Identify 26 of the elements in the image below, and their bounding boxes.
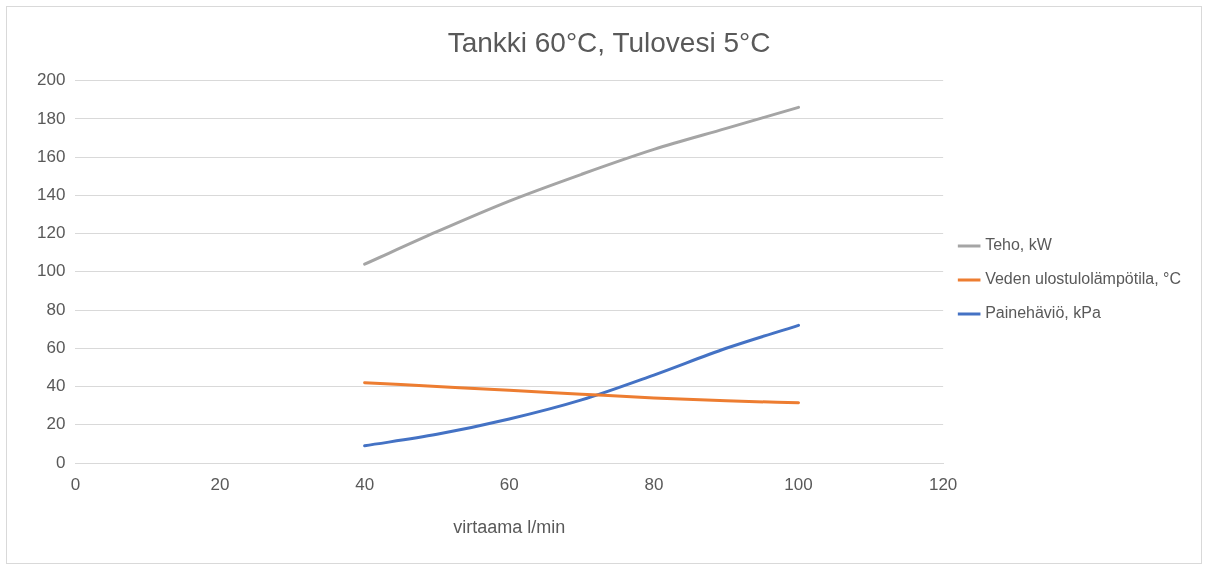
legend-label: Veden ulostulolämpötila, °C: [985, 270, 1182, 288]
y-tick-label: 20: [46, 414, 66, 434]
y-tick-label: 40: [46, 376, 66, 396]
y-tick-label: 100: [36, 261, 66, 281]
y-tick-label: 180: [36, 108, 66, 128]
y-tick-label: 60: [46, 337, 66, 357]
y-tick-label: 200: [36, 70, 66, 90]
line-series: [363, 323, 801, 448]
chart-title: Tankki 60°C, Tulovesi 5°C: [447, 26, 771, 58]
x-tick-label: 100: [784, 474, 813, 494]
line-series: [363, 105, 801, 266]
y-tick-label: 120: [36, 223, 66, 243]
x-axis-title: virtaama l/min: [453, 517, 566, 538]
y-tick-label: 140: [36, 185, 66, 205]
x-tick-label: 120: [928, 474, 958, 494]
y-tick-label: 0: [55, 452, 66, 472]
x-tick-label: 40: [355, 474, 375, 494]
legend-label: Teho, kW: [985, 236, 1053, 254]
y-tick-label: 80: [46, 299, 66, 319]
x-tick-label: 80: [644, 474, 664, 494]
legend-label: Painehäviö, kPa: [985, 304, 1101, 322]
x-tick-label: 60: [499, 474, 519, 494]
y-tick-label: 160: [36, 146, 66, 166]
x-tick-label: 20: [210, 474, 230, 494]
line-series: [363, 381, 801, 405]
x-tick-label: 0: [70, 474, 81, 494]
